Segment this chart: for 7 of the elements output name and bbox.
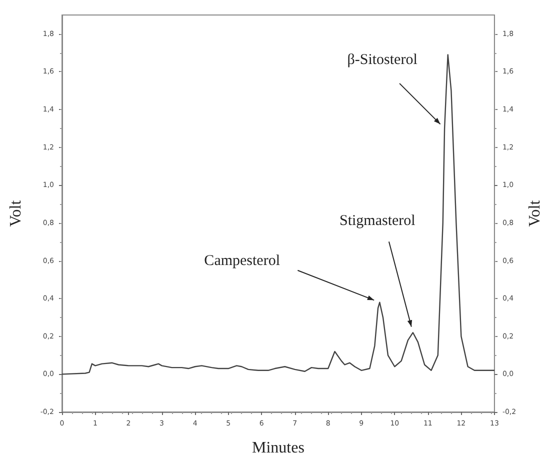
annotation: Stigmasterol: [340, 212, 416, 229]
line-series: [61, 54, 496, 375]
x-axis-title: Minutes: [252, 440, 304, 456]
annotation: β-Sitosterol: [347, 52, 418, 68]
y2-axis-title: Volt: [526, 200, 544, 227]
y-axis-title: Volt: [8, 200, 24, 227]
annotation: Campesterol: [204, 253, 280, 270]
